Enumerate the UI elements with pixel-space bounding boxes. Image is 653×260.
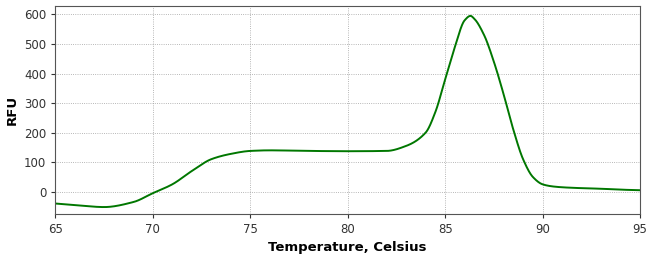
Y-axis label: RFU: RFU xyxy=(6,95,18,125)
X-axis label: Temperature, Celsius: Temperature, Celsius xyxy=(268,242,427,255)
